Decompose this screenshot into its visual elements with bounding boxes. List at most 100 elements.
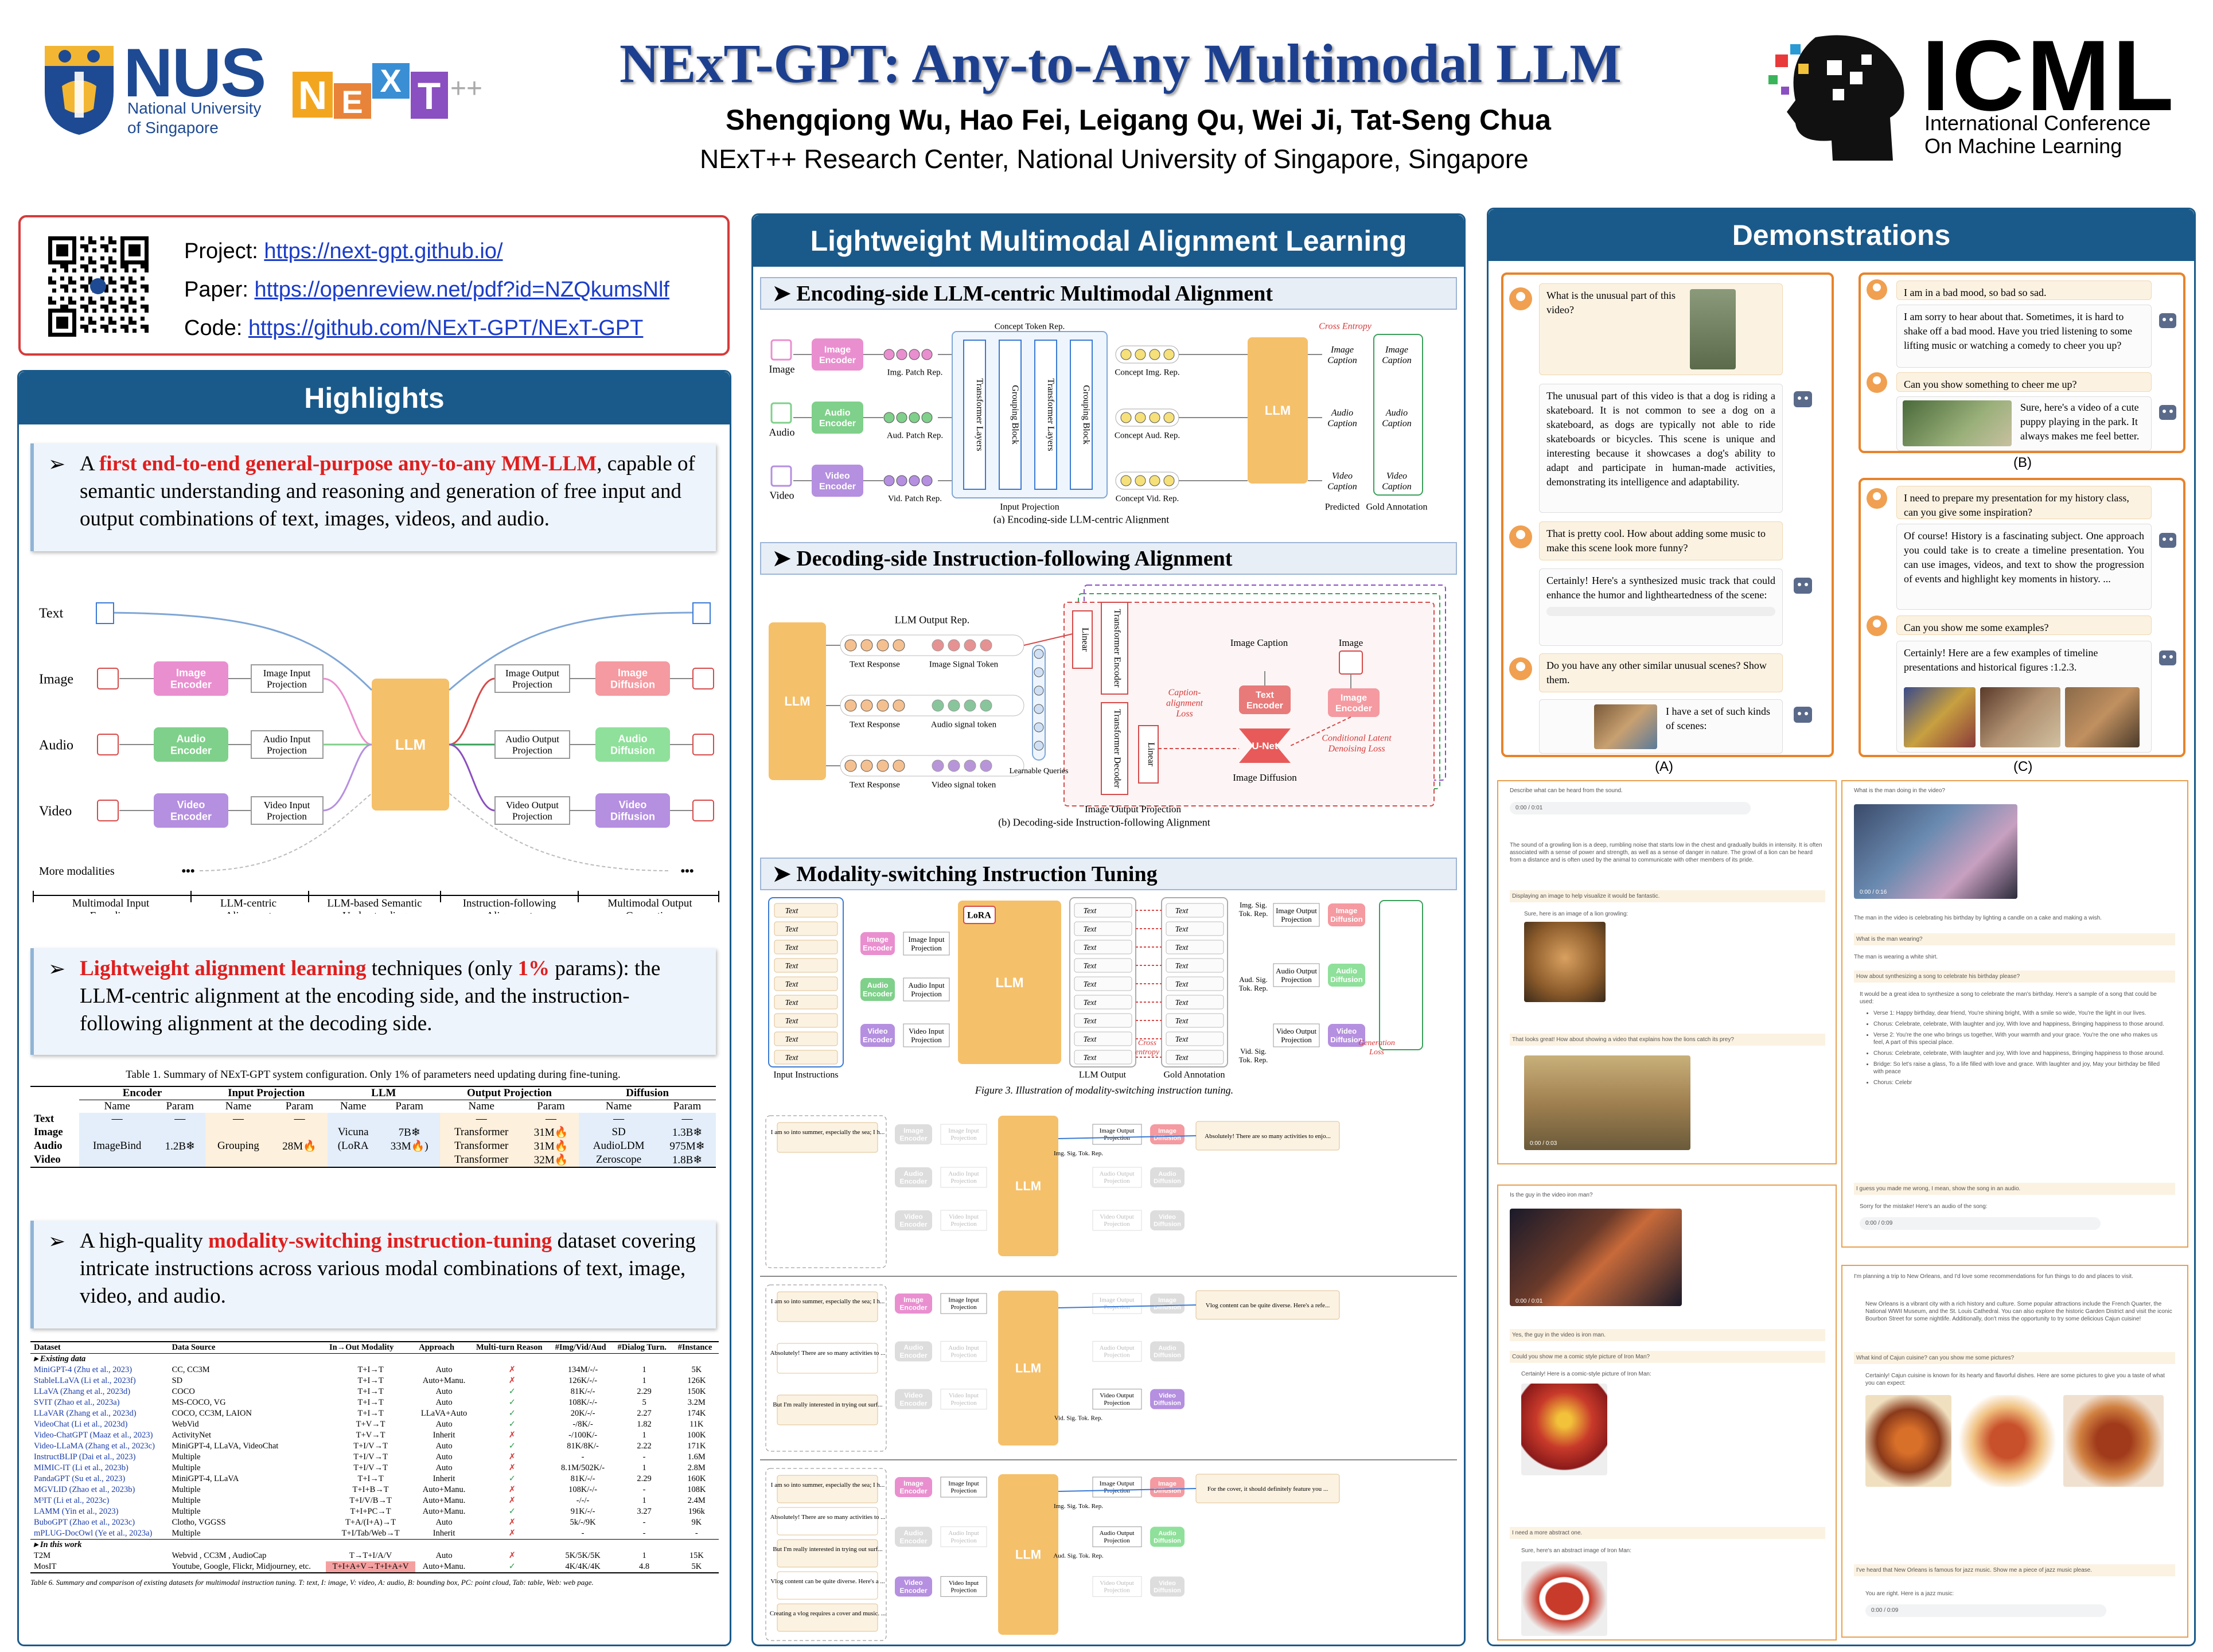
qr-module xyxy=(120,276,124,280)
qr-module xyxy=(133,260,137,264)
qr-module xyxy=(72,333,76,337)
nus-logo-text: NUS xyxy=(123,34,266,111)
llm-output-text: Text xyxy=(1084,907,1097,915)
highlight-2: ➢ Lightweight alignment learning techniq… xyxy=(30,948,716,1055)
demo-a-a3: I have a set of such kinds of scenes: xyxy=(1539,699,1783,754)
table6-row: LAMM (Yin et al., 2023) Multiple T+I+PC→T A… xyxy=(34,1507,705,1516)
dialog-turn xyxy=(777,1475,878,1503)
example-in-projection-label: Video Input xyxy=(949,1392,979,1399)
qr-module xyxy=(60,305,64,309)
text-encoder-block-label: Text xyxy=(1256,690,1274,700)
query-token xyxy=(1034,685,1044,696)
output-diffusion-1-label: Diffusion xyxy=(610,745,655,757)
example-output-text: For the cover, it should definitely feat… xyxy=(1207,1486,1328,1493)
example-diffusion-label: Audio xyxy=(1158,1171,1176,1178)
patch-token xyxy=(883,412,895,423)
example-diffusion-label: Audio xyxy=(1158,1345,1176,1351)
connector-line xyxy=(1058,1304,1197,1308)
qr-module xyxy=(80,244,84,248)
arrow-icon: ➢ xyxy=(48,1230,66,1253)
linear-label: Linear xyxy=(1080,628,1090,652)
image-caption-label: Image Caption xyxy=(1230,637,1288,648)
qr-module xyxy=(124,325,128,329)
text-token xyxy=(844,639,857,652)
dec-llm-block xyxy=(769,622,826,780)
qr-module xyxy=(100,325,104,329)
mosit-audio-encoder xyxy=(860,978,895,1001)
decoding-caption: (b) Decoding-side Instruction-following … xyxy=(998,816,1210,828)
qr-module xyxy=(60,276,64,280)
qr-module xyxy=(72,280,76,285)
text-token xyxy=(893,639,905,652)
qr-module xyxy=(124,329,128,333)
s1-video-time: 0:00 / 0:03 xyxy=(1530,1140,1557,1147)
qr-module xyxy=(145,264,149,268)
s3-q2: Could you show me a comic style picture … xyxy=(1510,1351,1825,1363)
mosit-in-projection-label: Projection xyxy=(911,989,942,998)
audio-player[interactable] xyxy=(1546,607,1775,616)
connector-line xyxy=(1058,1135,1197,1139)
example-in-projection xyxy=(940,1526,987,1548)
qr-module xyxy=(92,309,96,313)
lion-video[interactable] xyxy=(1524,1055,1690,1150)
input-instructions-label: Input Instructions xyxy=(773,1070,838,1080)
dialog-turn xyxy=(777,1507,878,1536)
section-mosit-heading: ➤ Modality-switching Instruction Tuning xyxy=(760,858,1457,890)
input-encoder-0-label: Image xyxy=(176,667,206,679)
example-diffusion-label: Diffusion xyxy=(1154,1537,1181,1544)
dialog-turn-text: Absolutely! There are so many activities… xyxy=(770,1350,886,1357)
poster-affiliation: NExT++ Research Center, National Univers… xyxy=(700,144,1529,174)
example-diffusion-label: Video xyxy=(1159,1214,1176,1221)
s2-audio-player[interactable]: 0:00 / 0:09 xyxy=(1860,1217,2101,1230)
mosit-diffusion-2 xyxy=(1328,1024,1365,1047)
qr-module xyxy=(100,236,104,240)
mosit-video-encoder-label: Encoder xyxy=(863,1035,893,1044)
qr-module xyxy=(52,309,56,313)
mosit-diffusion-0-label: Image xyxy=(1336,906,1358,915)
qr-module xyxy=(120,240,124,244)
highlight-1-post: , capable of semantic understanding and … xyxy=(80,452,695,531)
gold-text: Text xyxy=(1175,925,1189,934)
encoding-alignment-diagram: Image Image Encoder Img. Patch Rep. Concept … xyxy=(769,322,1428,524)
qr-module xyxy=(64,309,68,313)
example-encoder-label: Image xyxy=(903,1296,924,1304)
code-link[interactable]: https://github.com/NExT-GPT/NExT-GPT xyxy=(248,316,644,340)
modality-label-image: Image xyxy=(39,672,73,687)
cross-entropy-label: Cross xyxy=(1138,1039,1157,1047)
query-token xyxy=(1034,741,1044,751)
gold-text: Text xyxy=(1175,1017,1189,1026)
architecture-diagram: Text Image Audio Video More modalities LLM Ima… xyxy=(33,602,719,914)
qr-module xyxy=(64,268,68,272)
s4-audio-player[interactable]: 0:00 / 0:09 xyxy=(1865,1604,2106,1617)
svg-text:T: T xyxy=(418,75,441,117)
dialog-turn xyxy=(777,1539,878,1568)
input-label: Audio xyxy=(769,426,795,438)
qr-module xyxy=(128,317,133,321)
to-llm-flow xyxy=(322,743,372,812)
ironman-video[interactable] xyxy=(1510,1209,1682,1306)
birthday-video[interactable] xyxy=(1854,804,2017,899)
highlight-2-mid: techniques (only xyxy=(366,957,518,980)
s1-audio-player[interactable]: 0:00 / 0:01 xyxy=(1510,802,1751,815)
enc-encoder-0 xyxy=(812,338,863,371)
qr-module xyxy=(124,309,128,313)
signal-token xyxy=(948,699,960,712)
table6-row: StableLLaVA (Li et al., 2023f) SD T+I→T Aut… xyxy=(34,1376,706,1385)
concept-token xyxy=(1149,349,1160,360)
patch-token xyxy=(921,475,933,486)
input-projection-label: Projection xyxy=(267,745,307,756)
qr-module xyxy=(84,244,88,248)
qr-module xyxy=(120,325,124,329)
example-encoder xyxy=(895,1576,932,1597)
projection-layer xyxy=(1070,340,1093,490)
project-link[interactable]: https://next-gpt.github.io/ xyxy=(264,239,503,263)
mosit-diffusion-0-label: Diffusion xyxy=(1330,915,1362,924)
s2-verse-0: Verse 1: Happy birthday, dear friend, Yo… xyxy=(1873,1010,2169,1017)
table6-caption: Table 6. Summary and comparison of exist… xyxy=(30,1578,594,1587)
table6-header: Multi-turn Reason xyxy=(476,1343,543,1352)
text-token xyxy=(844,699,857,712)
output-diffusion-1 xyxy=(595,727,670,762)
paper-link[interactable]: https://openreview.net/pdf?id=NZQkumsNlf xyxy=(254,278,669,302)
demo-a-q1: What is the unusual part of this video? xyxy=(1539,283,1783,375)
mosit-out-projection-label: Projection xyxy=(1281,975,1312,984)
